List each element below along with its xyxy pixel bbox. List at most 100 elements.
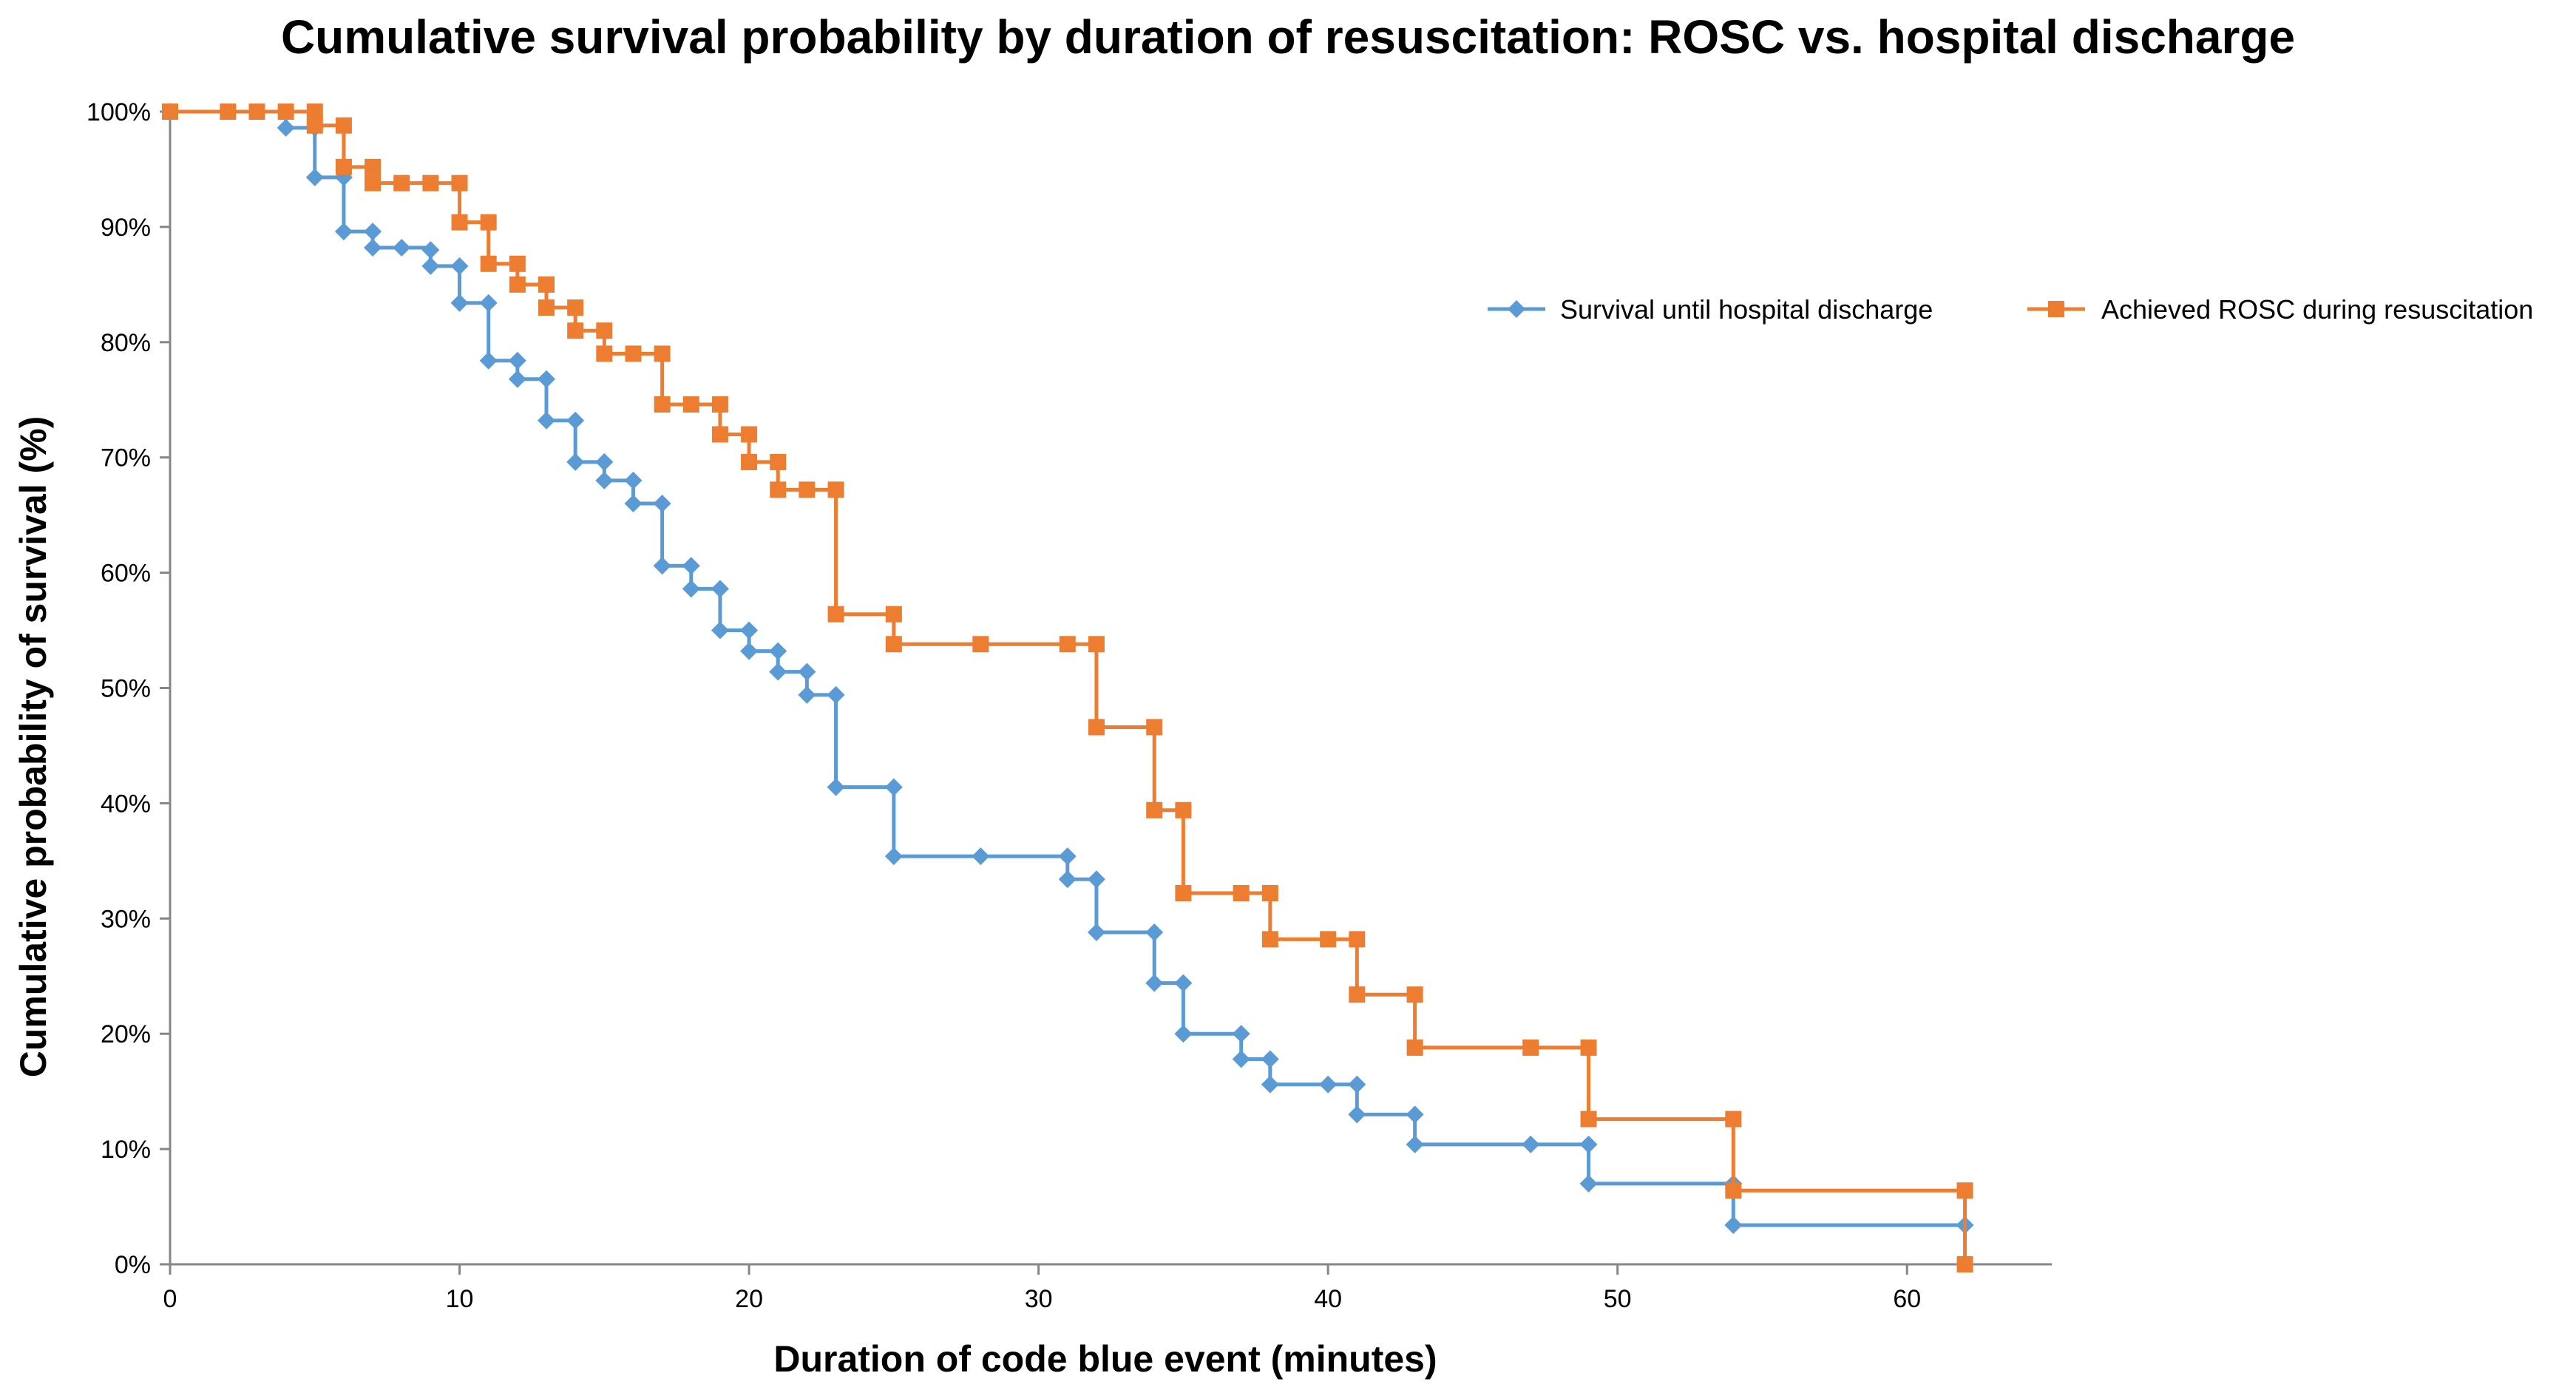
axes: 0% 10% 20% 30% 40% 50% 60% 70% 80% 90% 100% 0 10 20 30… — [87, 98, 2052, 1313]
data-point — [1579, 1174, 1598, 1193]
data-point — [972, 636, 989, 653]
data-point — [1319, 1075, 1338, 1094]
data-point — [1261, 1050, 1279, 1068]
data-point — [1059, 636, 1076, 653]
data-point — [450, 294, 469, 312]
data-point — [1087, 870, 1105, 889]
data-point — [1087, 923, 1105, 942]
data-point — [1088, 636, 1105, 653]
data-point — [653, 557, 671, 575]
y-tick-label: 30% — [101, 905, 151, 933]
data-point — [451, 174, 468, 191]
legend-label: Survival until hospital discharge — [1560, 294, 1933, 325]
data-point — [769, 662, 787, 681]
data-point — [1261, 885, 1278, 902]
data-point — [1175, 885, 1192, 902]
data-point — [740, 621, 759, 640]
data-point — [1579, 1135, 1598, 1153]
data-point — [741, 426, 758, 443]
y-tick-label: 80% — [101, 329, 151, 357]
series-1 — [161, 103, 1974, 1234]
y-tick-label: 0% — [115, 1251, 151, 1279]
data-point — [335, 117, 352, 134]
data-point — [595, 471, 614, 489]
data-point — [393, 174, 410, 191]
data-point — [1232, 1025, 1250, 1043]
data-point — [1232, 1050, 1250, 1068]
data-point — [1175, 801, 1192, 818]
data-point — [566, 411, 585, 430]
y-tick-label: 60% — [101, 560, 151, 588]
data-point — [1725, 1111, 1742, 1128]
data-point — [1261, 931, 1278, 948]
data-point — [1145, 923, 1164, 942]
data-point — [624, 495, 643, 513]
data-point — [480, 255, 497, 272]
data-point — [770, 453, 787, 470]
data-point — [479, 294, 498, 312]
data-point — [885, 606, 902, 623]
data-point — [509, 255, 526, 272]
data-point — [1348, 1075, 1366, 1094]
data-point — [1174, 1025, 1193, 1043]
data-point — [1233, 885, 1250, 902]
data-point — [711, 621, 729, 640]
data-point — [596, 345, 613, 362]
data-point — [365, 174, 382, 191]
data-point — [624, 471, 643, 489]
data-point — [365, 158, 382, 175]
data-point — [884, 778, 903, 796]
data-point — [1320, 931, 1337, 948]
data-point — [364, 223, 382, 241]
series-line — [170, 109, 1965, 1227]
legend: Survival until hospital discharge Achieve… — [1488, 294, 2533, 325]
data-point — [827, 778, 845, 796]
data-point — [1174, 974, 1193, 992]
legend-label: Achieved ROSC during resuscitation — [2101, 294, 2533, 325]
data-point — [1406, 1039, 1423, 1056]
data-point — [827, 685, 845, 704]
data-point — [798, 662, 816, 681]
data-point — [451, 214, 468, 231]
data-point — [162, 104, 178, 120]
data-point — [595, 452, 614, 471]
data-point — [972, 847, 990, 866]
data-point — [798, 685, 816, 704]
data-point — [509, 276, 526, 293]
data-point — [538, 370, 555, 388]
data-point — [1406, 986, 1423, 1003]
data-point — [364, 238, 382, 257]
y-tick-label: 10% — [101, 1136, 151, 1164]
data-point — [827, 481, 844, 498]
data-point — [682, 580, 700, 598]
chart-title: Cumulative survival probability by durat… — [281, 10, 2295, 64]
data-point — [334, 223, 353, 241]
x-tick-label: 30 — [1025, 1285, 1053, 1313]
data-point — [1956, 1182, 1973, 1199]
data-point — [769, 642, 787, 660]
data-point — [654, 396, 671, 413]
series-layer — [161, 103, 1974, 1272]
y-tick-label: 70% — [101, 444, 151, 472]
data-point — [335, 158, 352, 175]
data-point — [1145, 974, 1164, 992]
data-point — [1058, 870, 1077, 889]
data-point — [884, 847, 903, 866]
data-point — [596, 322, 613, 339]
y-tick-label: 90% — [101, 214, 151, 242]
data-point — [1146, 719, 1163, 736]
x-tick-label: 10 — [446, 1285, 474, 1313]
data-point — [220, 104, 237, 120]
data-point — [654, 345, 671, 362]
x-tick-label: 20 — [735, 1285, 763, 1313]
series-line — [170, 109, 1967, 1264]
data-point — [538, 276, 555, 293]
data-point — [1724, 1216, 1743, 1234]
data-point — [1956, 1256, 1973, 1272]
data-point — [885, 636, 902, 653]
legend-item-2: Achieved ROSC during resuscitation — [2027, 294, 2533, 325]
data-point — [277, 118, 295, 137]
data-point — [1261, 1075, 1279, 1094]
data-point — [1580, 1039, 1597, 1056]
